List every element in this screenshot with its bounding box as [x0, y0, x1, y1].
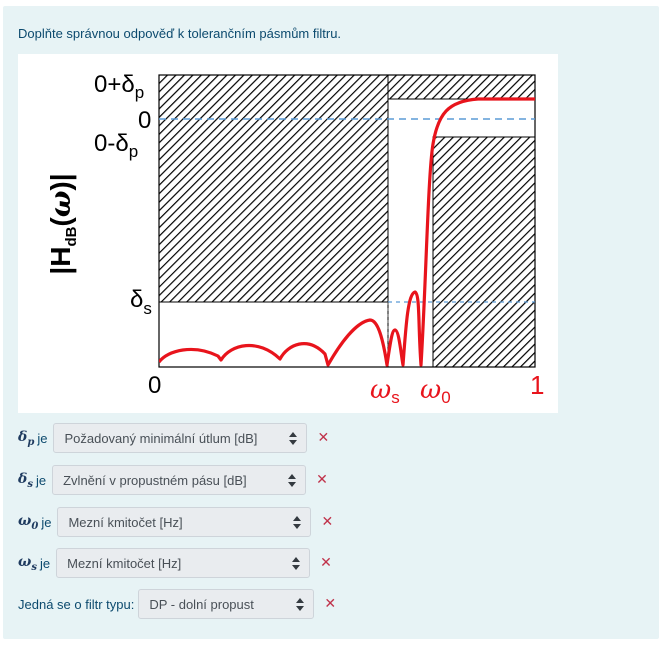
var-delta-p: δp: [18, 428, 35, 448]
label-zero-db: 0: [138, 107, 151, 134]
passband-forbidden-region: [158, 74, 389, 303]
label-w0: ω0: [420, 375, 451, 407]
filter-tolerance-figure: 0+δp 0 0-δp δs |HdB(ω)| 0 ωs ω0 1: [18, 54, 558, 413]
label-lower-tolerance: 0-δp: [94, 130, 138, 161]
select-value: Požadovaný minimální útlum [dB]: [64, 430, 258, 446]
stopband-forbidden-region: [432, 136, 536, 368]
select-delta-s[interactable]: Zvlnění v propustném pásu [dB]: [52, 465, 307, 495]
var-delta-s: δs: [18, 470, 33, 490]
answer-row-dp: δp je Požadovaný minimální útlum [dB] ✕: [18, 423, 329, 453]
je-label: je: [35, 472, 47, 488]
label-one: 1: [530, 370, 544, 400]
var-omega-0: ω0: [18, 512, 39, 532]
chevron-updown-icon: [289, 432, 298, 445]
select-value: Mezní kmitočet [Hz]: [68, 514, 183, 530]
filter-type-label: Jedná se o filtr typu:: [18, 596, 135, 612]
select-filter-type[interactable]: DP - dolní propust: [138, 589, 315, 619]
answer-row-filter-type: Jedná se o filtr typu: DP - dolní propus…: [18, 589, 336, 619]
chevron-updown-icon: [288, 474, 297, 487]
chevron-updown-icon: [293, 516, 302, 529]
var-omega-s: ωs: [18, 553, 37, 573]
label-ws: ωs: [370, 375, 400, 407]
label-origin: 0: [148, 372, 161, 399]
select-omega-0[interactable]: Mezní kmitočet [Hz]: [57, 507, 312, 537]
select-omega-s[interactable]: Mezní kmitočet [Hz]: [56, 548, 311, 578]
je-label: je: [41, 514, 52, 530]
incorrect-icon: ✕: [320, 555, 332, 571]
chevron-updown-icon: [296, 598, 305, 611]
select-value: DP - dolní propust: [149, 596, 254, 612]
label-top-tolerance: 0+δp: [94, 71, 144, 102]
upper-tolerance-hatch: [387, 74, 536, 100]
select-delta-p[interactable]: Požadovaný minimální útlum [dB]: [53, 423, 308, 453]
incorrect-icon: ✕: [317, 430, 330, 446]
incorrect-icon: ✕: [324, 596, 337, 612]
question-text: Doplňte správnou odpověď k tolerančním p…: [18, 26, 342, 41]
incorrect-icon: ✕: [316, 472, 328, 488]
magnitude-response-curve: [159, 97, 535, 367]
je-label: je: [39, 555, 51, 571]
answer-row-ws: ωs je Mezní kmitočet [Hz] ✕: [18, 548, 332, 578]
label-ds: δs: [130, 286, 152, 318]
incorrect-icon: ✕: [321, 514, 334, 530]
je-label: je: [37, 430, 48, 446]
answer-row-ds: δs je Zvlnění v propustném pásu [dB] ✕: [18, 465, 328, 495]
select-value: Zvlnění v propustném pásu [dB]: [63, 472, 247, 488]
select-value: Mezní kmitočet [Hz]: [67, 555, 182, 571]
plot-frame: [158, 74, 536, 368]
y-axis-title: |HdB(ω)|: [44, 173, 80, 274]
answer-row-w0: ω0 je Mezní kmitočet [Hz] ✕: [18, 507, 333, 537]
chevron-updown-icon: [292, 557, 301, 570]
